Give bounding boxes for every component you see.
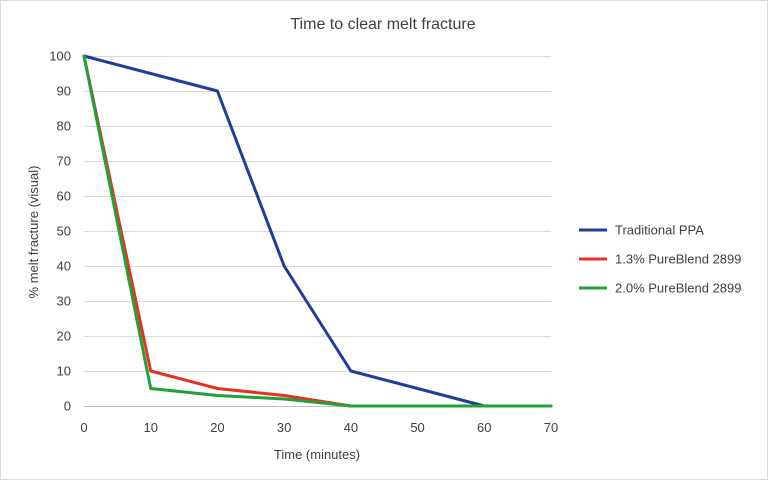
legend-label-2-0-pureblend-2899: 2.0% PureBlend 2899 bbox=[615, 281, 741, 296]
legend-label-traditional-ppa: Traditional PPA bbox=[615, 223, 704, 238]
x-tick-label-10: 10 bbox=[143, 420, 157, 435]
y-tick-label-10: 10 bbox=[57, 364, 71, 379]
y-tick-label-100: 100 bbox=[49, 49, 71, 64]
y-tick-labels: 0 10 20 30 40 50 60 70 80 90 100 bbox=[49, 49, 71, 414]
y-axis-label: % melt fracture (visual) bbox=[26, 166, 41, 299]
y-tick-label-70: 70 bbox=[57, 154, 71, 169]
chart-title: Time to clear melt fracture bbox=[290, 16, 475, 33]
x-tick-label-60: 60 bbox=[477, 420, 491, 435]
y-tick-label-0: 0 bbox=[64, 399, 71, 414]
x-tick-label-50: 50 bbox=[410, 420, 424, 435]
x-tick-labels: 0 10 20 30 40 50 60 70 bbox=[80, 420, 558, 435]
series-line-traditional-ppa bbox=[82, 54, 553, 408]
y-tick-label-40: 40 bbox=[57, 259, 71, 274]
legend: Traditional PPA 1.3% PureBlend 2899 2.0% P… bbox=[579, 223, 741, 296]
series-line-2-0-pureblend-2899 bbox=[82, 54, 553, 408]
series-lines bbox=[82, 54, 553, 408]
x-axis-label: Time (minutes) bbox=[274, 447, 360, 462]
y-tick-label-50: 50 bbox=[57, 224, 71, 239]
legend-label-1-3-pureblend-2899: 1.3% PureBlend 2899 bbox=[615, 252, 741, 267]
y-tick-label-80: 80 bbox=[57, 119, 71, 134]
y-tick-label-30: 30 bbox=[57, 294, 71, 309]
y-tick-label-20: 20 bbox=[57, 329, 71, 344]
x-tick-label-30: 30 bbox=[277, 420, 291, 435]
y-tick-label-60: 60 bbox=[57, 189, 71, 204]
x-tick-label-70: 70 bbox=[544, 420, 558, 435]
grid-lines bbox=[84, 56, 551, 372]
x-tick-label-40: 40 bbox=[344, 420, 358, 435]
y-tick-label-90: 90 bbox=[57, 84, 71, 99]
x-tick-label-20: 20 bbox=[210, 420, 224, 435]
x-tick-label-0: 0 bbox=[80, 420, 87, 435]
